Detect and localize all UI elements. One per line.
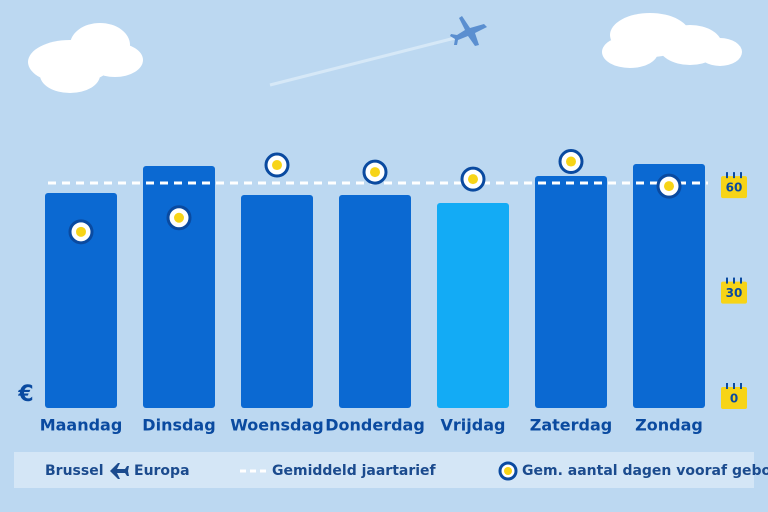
x-tick-label: Zaterdag bbox=[530, 416, 613, 435]
days-marker-dot bbox=[566, 156, 576, 167]
x-tick-label: Maandag bbox=[40, 416, 123, 435]
legend bbox=[14, 452, 754, 488]
airplane bbox=[450, 16, 487, 46]
x-tick-label: Zondag bbox=[635, 416, 703, 435]
days-marker-dot bbox=[174, 212, 184, 223]
days-marker-dot bbox=[370, 167, 380, 178]
days-marker-dot bbox=[76, 226, 86, 237]
x-tick-label: Woensdag bbox=[230, 416, 324, 435]
bar bbox=[241, 195, 313, 408]
days-marker-dot bbox=[272, 160, 282, 171]
calendar-icon bbox=[721, 387, 747, 409]
days-marker-dot bbox=[468, 174, 478, 185]
legend-days-dot bbox=[504, 467, 512, 475]
bar bbox=[45, 193, 117, 408]
y2-tick-label: 30 bbox=[726, 286, 743, 300]
y2-tick-label: 60 bbox=[726, 181, 743, 195]
cloud bbox=[28, 23, 143, 93]
bar bbox=[633, 164, 705, 408]
legend-to: Europa bbox=[134, 463, 190, 479]
bar bbox=[143, 166, 215, 408]
x-tick-label: Vrijdag bbox=[441, 416, 506, 435]
legend-average: Gemiddeld jaartarief bbox=[272, 463, 437, 479]
calendar-icon bbox=[721, 281, 747, 304]
contrail bbox=[269, 36, 456, 87]
legend-airplane bbox=[110, 463, 129, 479]
x-tick-label: Dinsdag bbox=[142, 416, 215, 435]
days-marker-dot bbox=[664, 181, 674, 192]
y-axis-label: € bbox=[17, 382, 33, 407]
calendar-icon bbox=[721, 176, 747, 199]
cloud bbox=[602, 13, 742, 68]
bar bbox=[339, 195, 411, 408]
legend-from: Brussel bbox=[45, 463, 104, 479]
bar bbox=[437, 203, 509, 408]
y2-tick-label: 0 bbox=[730, 392, 738, 406]
legend-days: Gem. aantal dagen vooraf geboekt bbox=[522, 463, 768, 479]
x-tick-label: Donderdag bbox=[325, 416, 425, 435]
bar bbox=[535, 176, 607, 408]
